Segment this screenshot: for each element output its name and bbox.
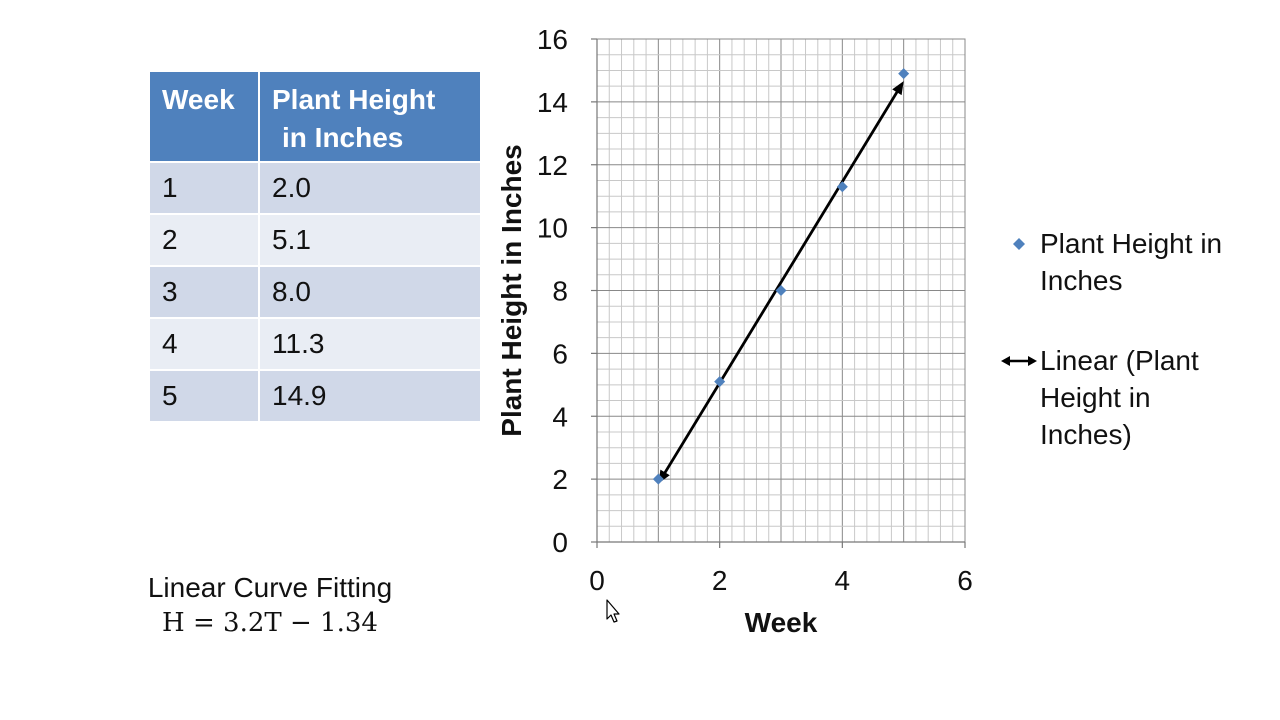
table-cell-week: 5 [150,369,260,421]
y-tick-label: 12 [537,150,568,181]
table-header-line: Week [162,84,235,115]
data-table: Week Plant Height in Inches 1 2.0 2 5.1 3 8.0 4… [150,72,480,421]
mouse-cursor-icon [606,599,620,623]
legend-marker-arrowhead [1001,356,1010,366]
chart-tick-labels: 0 2 4 6 0 2 4 6 8 10 12 14 16 [537,24,973,596]
table-header-line: in Inches [282,122,404,153]
chart-series [652,68,910,485]
x-axis-title: Week [745,607,818,638]
data-point [898,68,910,80]
table-row: 5 14.9 [150,369,480,421]
table-header-height: Plant Height in Inches [259,72,480,162]
trendline [661,87,901,478]
x-tick-label: 6 [957,565,973,596]
y-tick-label: 4 [552,401,568,432]
table-cell-week: 3 [150,265,260,318]
chart-grid [591,38,966,548]
table-cell-height: 5.1 [259,213,480,266]
x-tick-label: 0 [589,565,605,596]
y-tick-label: 8 [552,276,568,307]
table-header-line: Plant Height [272,84,436,115]
table-header-row: Week Plant Height in Inches [150,72,480,162]
legend-marker-arrowhead [1028,356,1037,366]
table-cell-height: 2.0 [259,161,480,214]
y-tick-label: 10 [537,213,568,244]
legend-label-trendline: Linear (Plant [1040,345,1199,376]
y-tick-label: 14 [537,87,568,118]
curve-fit-block: Linear Curve Fitting H = 3.2T − 1.34 [110,570,430,640]
curve-fit-equation: H = 3.2T − 1.34 [162,608,378,638]
y-tick-label: 16 [537,24,568,55]
y-tick-label: 2 [552,464,568,495]
x-tick-label: 2 [712,565,728,596]
legend-label-points: Inches [1040,265,1123,296]
table-cell-height: 8.0 [259,265,480,318]
legend-marker-diamond [1013,238,1025,250]
data-point [775,285,787,296]
table-cell-height: 14.9 [259,369,480,421]
y-tick-label: 0 [552,527,568,558]
legend-label-trendline: Height in [1040,382,1151,413]
table-row: 1 2.0 [150,161,480,214]
curve-fit-title: Linear Curve Fitting [147,572,393,603]
legend-label-points: Plant Height in [1040,228,1222,259]
x-tick-label: 4 [835,565,851,596]
data-point [652,473,664,485]
table-cell-week: 1 [150,161,260,214]
chart-legend: Plant Height in Inches Linear (Plant Height… [1001,228,1222,450]
table-row: 3 8.0 [150,265,480,318]
table-cell-week: 4 [150,317,260,370]
table-body: 1 2.0 2 5.1 3 8.0 4 11.3 5 14.9 [150,161,480,421]
trendline-arrowhead [892,81,904,96]
y-tick-label: 6 [552,338,568,369]
table-cell-height: 11.3 [259,317,480,370]
table-row: 4 11.3 [150,317,480,370]
table-row: 2 5.1 [150,213,480,266]
data-point [836,181,848,193]
legend-label-trendline: Inches) [1040,419,1132,450]
data-point [714,376,726,388]
table-cell-week: 2 [150,213,260,266]
y-axis-title: Plant Height in Inches [496,144,527,436]
table-header-week: Week [150,72,260,162]
